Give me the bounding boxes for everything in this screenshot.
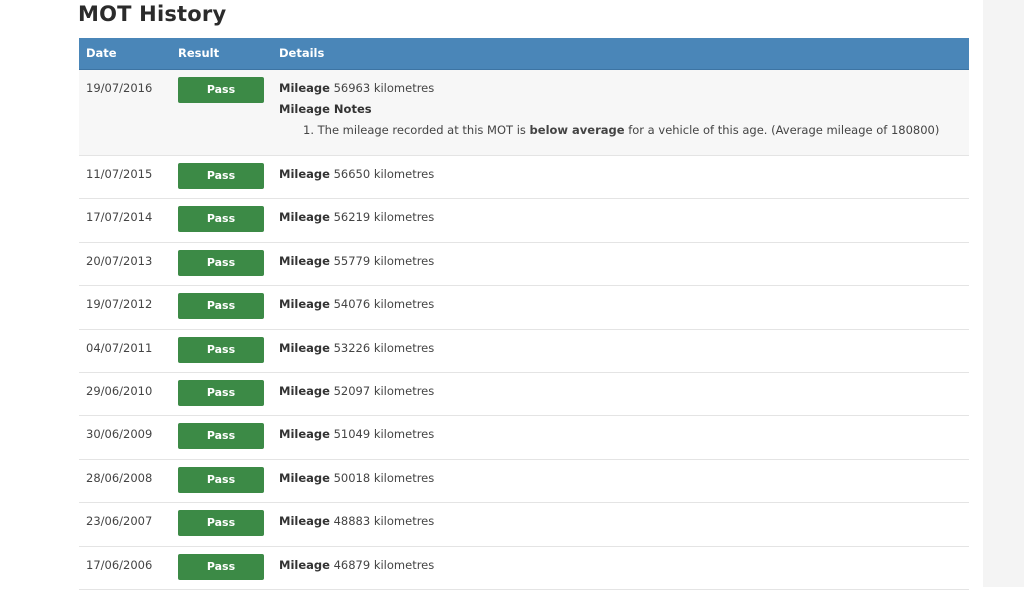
table-row: 30/06/2009 Pass Mileage 51049 kilometres xyxy=(79,416,969,460)
table-row: 11/07/2015 Pass Mileage 56650 kilometres xyxy=(79,156,969,200)
mileage-details: Mileage 56963 kilometres xyxy=(279,81,434,95)
mileage-unit: kilometres xyxy=(373,383,435,398)
table-row: 23/06/2007 Pass Mileage 48883 kilometres xyxy=(79,503,969,547)
header-details: Details xyxy=(279,46,325,60)
mileage-details: Mileage 51049 kilometres xyxy=(279,427,434,441)
mileage-value: 46879 xyxy=(333,557,371,572)
note-text: for a vehicle of this age. (Average mile… xyxy=(624,123,940,137)
mot-date: 28/06/2008 xyxy=(86,470,153,485)
mileage-value: 51049 xyxy=(333,427,371,442)
table-row: 19/07/2012 Pass Mileage 54076 kilometres xyxy=(79,286,969,330)
mileage-label: Mileage xyxy=(279,557,330,572)
note-emphasis: below average xyxy=(529,123,625,137)
mileage-label: Mileage xyxy=(279,427,330,442)
note-text: 1. The mileage recorded at this MOT is xyxy=(303,123,530,137)
mileage-label: Mileage xyxy=(279,297,330,312)
mileage-unit: kilometres xyxy=(373,253,435,268)
table-row: 20/07/2013 Pass Mileage 55779 kilometres xyxy=(79,243,969,287)
mileage-label: Mileage xyxy=(279,340,330,355)
mileage-details: Mileage 56650 kilometres xyxy=(279,167,434,181)
result-pass-badge[interactable]: Pass xyxy=(178,163,264,189)
mileage-label: Mileage xyxy=(279,514,330,529)
mot-date: 17/07/2014 xyxy=(86,210,153,225)
mileage-value: 54076 xyxy=(333,297,371,312)
mileage-unit: kilometres xyxy=(373,470,435,485)
mileage-label: Mileage xyxy=(279,470,330,485)
mileage-unit: kilometres xyxy=(373,297,435,312)
result-pass-badge[interactable]: Pass xyxy=(178,553,264,580)
mileage-details: Mileage 50018 kilometres xyxy=(279,471,434,485)
mileage-value: 55779 xyxy=(333,253,371,268)
mileage-label: Mileage xyxy=(279,383,330,398)
mileage-notes-title: Mileage Notes xyxy=(279,102,372,116)
table-row: 17/06/2006 Pass Mileage 46879 kilometres xyxy=(79,547,969,590)
result-pass-badge[interactable]: Pass xyxy=(178,77,264,103)
table-header: Date Result Details xyxy=(79,38,969,70)
result-pass-badge[interactable]: Pass xyxy=(178,379,264,406)
mileage-label: Mileage xyxy=(279,210,330,225)
mileage-details: Mileage 53226 kilometres xyxy=(279,341,434,355)
mileage-details: Mileage 54076 kilometres xyxy=(279,297,434,311)
table-row: 28/06/2008 Pass Mileage 50018 kilometres xyxy=(79,460,969,504)
mileage-label: Mileage xyxy=(279,167,330,181)
mileage-label: Mileage xyxy=(279,81,330,95)
mileage-unit: kilometres xyxy=(373,81,435,95)
mileage-details: Mileage 48883 kilometres xyxy=(279,514,434,528)
mot-date: 30/06/2009 xyxy=(86,427,153,442)
mot-date: 20/07/2013 xyxy=(86,253,153,268)
mileage-unit: kilometres xyxy=(373,340,435,355)
result-pass-badge[interactable]: Pass xyxy=(178,466,264,493)
mileage-details: Mileage 55779 kilometres xyxy=(279,254,434,268)
header-date: Date xyxy=(86,46,117,60)
mileage-value: 56650 xyxy=(333,167,371,181)
page-margin xyxy=(983,0,1024,587)
mileage-unit: kilometres xyxy=(373,167,435,181)
result-pass-badge[interactable]: Pass xyxy=(178,293,264,320)
table-row: 17/07/2014 Pass Mileage 56219 kilometres xyxy=(79,199,969,243)
table-row: 19/07/2016 Pass Mileage 56963 kilometres… xyxy=(79,70,969,156)
mileage-unit: kilometres xyxy=(373,210,435,225)
result-pass-badge[interactable]: Pass xyxy=(178,510,264,537)
mileage-value: 48883 xyxy=(333,514,371,529)
mileage-unit: kilometres xyxy=(373,514,435,529)
mot-date: 17/06/2006 xyxy=(86,557,153,572)
mileage-note: 1. The mileage recorded at this MOT is b… xyxy=(303,123,939,137)
mileage-value: 53226 xyxy=(333,340,371,355)
mileage-details: Mileage 52097 kilometres xyxy=(279,384,434,398)
mileage-label: Mileage xyxy=(279,253,330,268)
mileage-value: 50018 xyxy=(333,470,371,485)
result-pass-badge[interactable]: Pass xyxy=(178,249,264,276)
page-title: MOT History xyxy=(78,2,227,26)
table-row: 29/06/2010 Pass Mileage 52097 kilometres xyxy=(79,373,969,417)
mileage-unit: kilometres xyxy=(373,427,435,442)
result-pass-badge[interactable]: Pass xyxy=(178,336,264,363)
mot-date: 19/07/2016 xyxy=(86,81,153,95)
mileage-value: 52097 xyxy=(333,383,371,398)
mileage-unit: kilometres xyxy=(373,557,435,572)
header-result: Result xyxy=(178,46,220,60)
mot-date: 23/06/2007 xyxy=(86,514,153,529)
table-row: 04/07/2011 Pass Mileage 53226 kilometres xyxy=(79,330,969,373)
mot-date: 11/07/2015 xyxy=(86,167,153,181)
mot-date: 19/07/2012 xyxy=(86,297,153,312)
mileage-value: 56219 xyxy=(333,210,371,225)
mot-history-table: Date Result Details 19/07/2016 Pass Mile… xyxy=(79,38,969,590)
mileage-details: Mileage 46879 kilometres xyxy=(279,558,434,572)
mileage-value: 56963 xyxy=(333,81,371,95)
mot-date: 29/06/2010 xyxy=(86,383,153,398)
result-pass-badge[interactable]: Pass xyxy=(178,423,264,450)
mot-date: 04/07/2011 xyxy=(86,340,153,355)
mileage-details: Mileage 56219 kilometres xyxy=(279,210,434,224)
result-pass-badge[interactable]: Pass xyxy=(178,206,264,233)
